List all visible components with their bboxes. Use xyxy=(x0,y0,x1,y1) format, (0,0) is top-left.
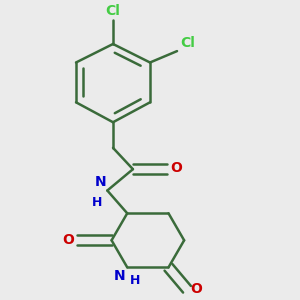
Text: H: H xyxy=(130,274,140,287)
Text: Cl: Cl xyxy=(106,4,120,18)
Text: O: O xyxy=(190,282,202,296)
Text: O: O xyxy=(63,233,75,247)
Text: Cl: Cl xyxy=(180,36,195,50)
Text: O: O xyxy=(170,161,182,175)
Text: N: N xyxy=(94,175,106,189)
Text: H: H xyxy=(92,196,103,209)
Text: N: N xyxy=(114,269,126,283)
